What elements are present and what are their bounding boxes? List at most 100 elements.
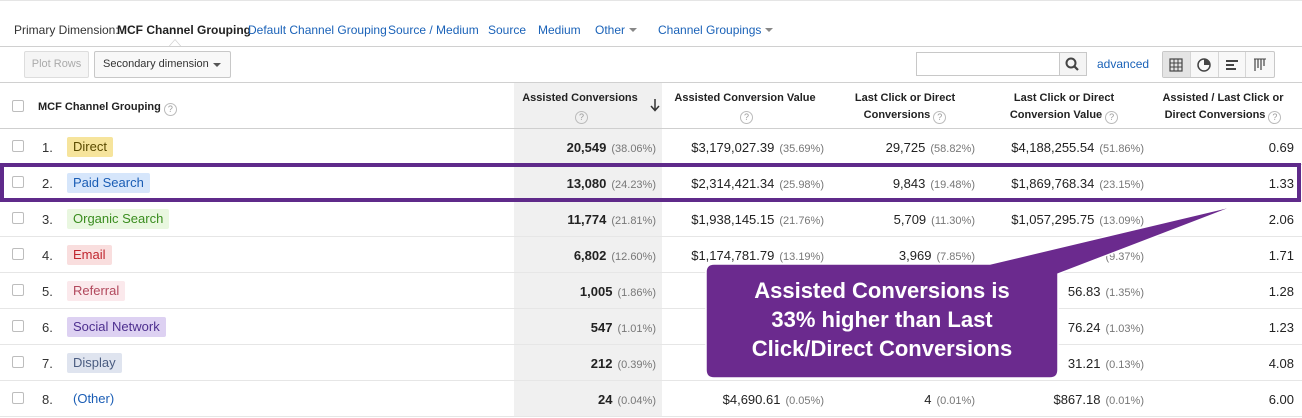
- channel-link[interactable]: Social Network: [67, 317, 166, 337]
- help-icon[interactable]: ?: [1105, 111, 1119, 124]
- assisted-conversions-cell: 1,005 (1.86%): [580, 284, 656, 299]
- ratio-cell: 1.33: [1268, 176, 1294, 191]
- assisted-value-cell: $1,174,781.79 (13.19%): [691, 248, 824, 263]
- row-number: 2.: [42, 176, 53, 191]
- assisted-conversions-pct: (38.06%): [611, 143, 656, 155]
- search-button[interactable]: [1059, 52, 1087, 76]
- table-row[interactable]: 1. Direct 20,549 (38.06%) $3,179,027.39 (35.6…: [0, 129, 1302, 165]
- row-checkbox[interactable]: [12, 248, 24, 260]
- dimension-channel-groupings-label: Channel Groupings: [658, 23, 762, 37]
- select-all-checkbox[interactable]: [12, 100, 24, 112]
- last-click-conversions: 3,969: [898, 248, 932, 263]
- dimension-source[interactable]: Source: [488, 23, 527, 37]
- header-last-click-conversion-value[interactable]: Last Click or Direct Conversion Value?: [994, 90, 1134, 124]
- ratio-cell: 6.00: [1268, 392, 1294, 407]
- channel-link[interactable]: Display: [67, 353, 122, 373]
- assisted-value-cell: $3,179,027.39 (35.69%): [691, 140, 824, 155]
- table-row[interactable]: 3. Organic Search 11,774 (21.81%) $1,938,145…: [0, 201, 1302, 237]
- assisted-conversions-cell: 24 (0.04%): [598, 392, 656, 407]
- header-assisted-conversions[interactable]: Assisted Conversions ?: [520, 90, 640, 124]
- channel-link[interactable]: Organic Search: [67, 209, 170, 229]
- dimension-source-medium[interactable]: Source / Medium: [388, 23, 479, 37]
- ratio-cell: 2.06: [1268, 212, 1294, 227]
- last-click-value: $4,188,255.54: [1011, 140, 1095, 155]
- dimension-default-channel-grouping[interactable]: Default Channel Grouping: [248, 23, 387, 37]
- last-click-conversions-cell: 29,725 (58.82%): [886, 140, 975, 155]
- secondary-dimension-label: Secondary dimension: [103, 58, 209, 70]
- table-row[interactable]: 6. Social Network 547 (1.01%) 76.24 (1.03%) 1.…: [0, 309, 1302, 345]
- row-checkbox[interactable]: [12, 392, 24, 404]
- last-click-value-pct: (13.09%): [1099, 215, 1144, 227]
- row-number: 5.: [42, 284, 53, 299]
- last-click-value-cell: $1,869,768.34 (23.15%): [1011, 176, 1144, 191]
- sort-descending-icon[interactable]: [649, 98, 661, 112]
- header-assisted-conversion-value[interactable]: Assisted Conversion Value ?: [672, 90, 818, 124]
- last-click-conversions: 29,725: [885, 140, 926, 155]
- channel-link[interactable]: Referral: [67, 281, 126, 301]
- row-checkbox[interactable]: [12, 356, 24, 368]
- last-click-value-cell: $867.18 (0.01%): [1053, 392, 1144, 407]
- header-label: Assisted / Last Click or: [1162, 92, 1284, 104]
- last-click-conversions-pct: (11.30%): [931, 215, 975, 227]
- assisted-conversions-pct: (0.04%): [617, 395, 656, 407]
- last-click-value-pct: (51.86%): [1099, 143, 1144, 155]
- table-search-input[interactable]: [916, 52, 1060, 76]
- assisted-conversions-cell: 20,549 (38.06%): [567, 140, 656, 155]
- table-row[interactable]: 2. Paid Search 13,080 (24.23%) $2,314,421.34…: [0, 165, 1302, 201]
- help-icon[interactable]: ?: [933, 111, 947, 124]
- channel-link[interactable]: Email: [67, 245, 112, 265]
- dimension-other-dropdown[interactable]: Other: [595, 23, 638, 37]
- table-row[interactable]: 4. Email 6,802 (12.60%) $1,174,781.79 (13.19%…: [0, 237, 1302, 273]
- header-label: Last Click or Direct: [1013, 92, 1115, 104]
- advanced-filter-link[interactable]: advanced: [1097, 57, 1150, 71]
- pie-view-button[interactable]: [1191, 52, 1219, 77]
- dimension-other-label: Other: [595, 23, 626, 37]
- assisted-value-cell: $1,938,145.15 (21.76%): [691, 212, 824, 227]
- row-checkbox[interactable]: [12, 212, 24, 224]
- assisted-value-pct: (35.69%): [779, 143, 824, 155]
- bar-view-button[interactable]: [1219, 52, 1247, 77]
- plot-rows-button[interactable]: Plot Rows: [24, 51, 89, 78]
- ratio-cell: 1.23: [1268, 320, 1294, 335]
- row-checkbox[interactable]: [12, 140, 24, 152]
- help-icon[interactable]: ?: [740, 111, 753, 124]
- header-last-click-conversions[interactable]: Last Click or Direct Conversions?: [840, 90, 970, 124]
- header-assisted-last-click-ratio[interactable]: Assisted / Last Click or Direct Conversi…: [1150, 90, 1296, 124]
- row-checkbox[interactable]: [12, 176, 24, 188]
- header-label: Conversions: [863, 109, 931, 121]
- channel-link[interactable]: Paid Search: [67, 173, 150, 193]
- comparison-view-button[interactable]: [1246, 52, 1274, 77]
- table-row[interactable]: 7. Display 212 (0.39%) 31.21 (0.13%) 4.08: [0, 345, 1302, 381]
- dimension-mcf-channel-grouping[interactable]: MCF Channel Grouping: [117, 23, 251, 37]
- row-number: 6.: [42, 320, 53, 335]
- help-icon[interactable]: ?: [575, 111, 588, 124]
- channel-link[interactable]: (Other): [67, 389, 121, 409]
- header-label: Last Click or Direct: [854, 92, 956, 104]
- dimension-medium[interactable]: Medium: [538, 23, 581, 37]
- row-checkbox[interactable]: [12, 284, 24, 296]
- assisted-conversions-pct: (24.23%): [611, 179, 656, 191]
- chevron-down-icon: [213, 63, 221, 67]
- header-mcf-channel-grouping[interactable]: MCF Channel Grouping?: [38, 99, 177, 116]
- header-label: Direct Conversions: [1164, 109, 1266, 121]
- secondary-dimension-dropdown[interactable]: Secondary dimension: [94, 51, 231, 78]
- table-toolbar: Plot Rows Secondary dimension advanced: [0, 46, 1302, 82]
- table-row[interactable]: 8. (Other) 24 (0.04%) $4,690.61 (0.05%) 4 (0.01…: [0, 381, 1302, 417]
- table-row[interactable]: 5. Referral 1,005 (1.86%) $56.83 (1.35%) 1.28: [0, 273, 1302, 309]
- row-checkbox[interactable]: [12, 320, 24, 332]
- assisted-conversions-value: 20,549: [566, 140, 607, 155]
- dimension-channel-groupings-dropdown[interactable]: Channel Groupings: [658, 23, 774, 37]
- last-click-value: $867.18: [1053, 392, 1101, 407]
- assisted-conversions-pct: (21.81%): [611, 215, 656, 227]
- table-view-button[interactable]: [1163, 52, 1191, 77]
- last-click-value-cell: $1,057,295.75 (13.09%): [1011, 212, 1144, 227]
- last-click-value: 56.83: [1067, 284, 1101, 299]
- row-number: 8.: [42, 392, 53, 407]
- help-icon[interactable]: ?: [1268, 111, 1282, 124]
- ratio-cell: 1.71: [1268, 248, 1294, 263]
- callout-text: Assisted Conversions is 33% higher than …: [706, 276, 1058, 363]
- assisted-conversions-value: 212: [590, 356, 613, 371]
- assisted-value-pct: (0.05%): [785, 395, 824, 407]
- channel-link[interactable]: Direct: [67, 137, 113, 157]
- help-icon[interactable]: ?: [163, 103, 177, 116]
